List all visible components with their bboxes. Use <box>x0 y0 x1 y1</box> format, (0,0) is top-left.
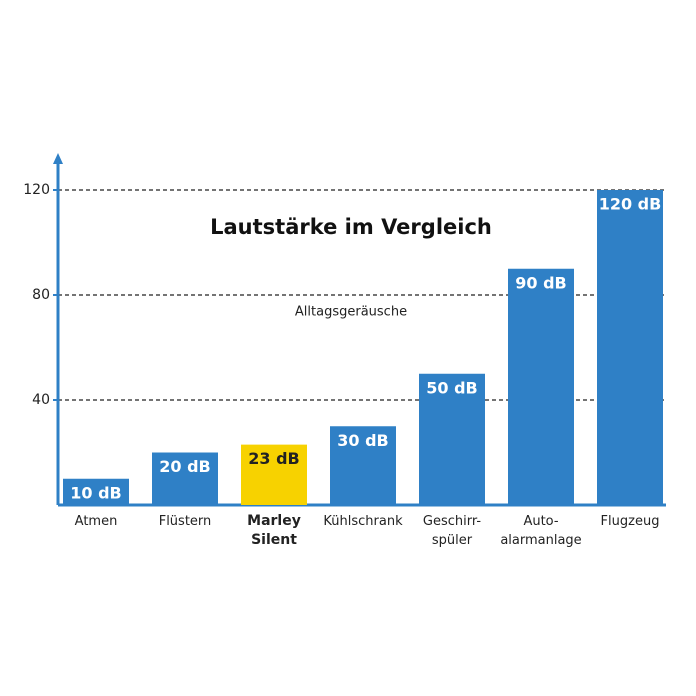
bar <box>241 444 307 505</box>
annotation: Alltagsgeräusche <box>295 305 407 320</box>
value-label: 23 dB <box>248 449 299 468</box>
x-tick-label: Auto- alarmanlage <box>500 514 582 548</box>
value-label: 20 dB <box>159 457 210 476</box>
bar <box>63 478 129 505</box>
value-label: 90 dB <box>515 273 566 292</box>
x-tick-label: Flüstern <box>158 514 212 529</box>
chart-title: Lautstärke im Vergleich <box>210 215 492 239</box>
x-tick-label: Flugzeug <box>600 514 660 529</box>
y-tick-label: 40 <box>32 392 50 408</box>
value-label: 50 dB <box>426 378 477 397</box>
bar <box>152 452 218 505</box>
x-tick-label: Marley Silent <box>247 513 301 548</box>
y-tick-label: 80 <box>32 287 50 303</box>
x-tick-label: Kühlschrank <box>323 514 403 529</box>
y-tick-label: 120 <box>23 182 50 198</box>
value-label: 120 dB <box>599 195 662 214</box>
bar <box>419 373 485 505</box>
bar <box>330 426 396 505</box>
x-tick-label: Geschirr- spüler <box>422 514 482 548</box>
bar <box>597 190 663 505</box>
value-label: 30 dB <box>337 431 388 450</box>
x-tick-label: Atmen <box>74 514 118 529</box>
value-label: 10 dB <box>70 483 121 502</box>
bar <box>508 268 574 505</box>
y-axis-arrow <box>53 153 63 164</box>
